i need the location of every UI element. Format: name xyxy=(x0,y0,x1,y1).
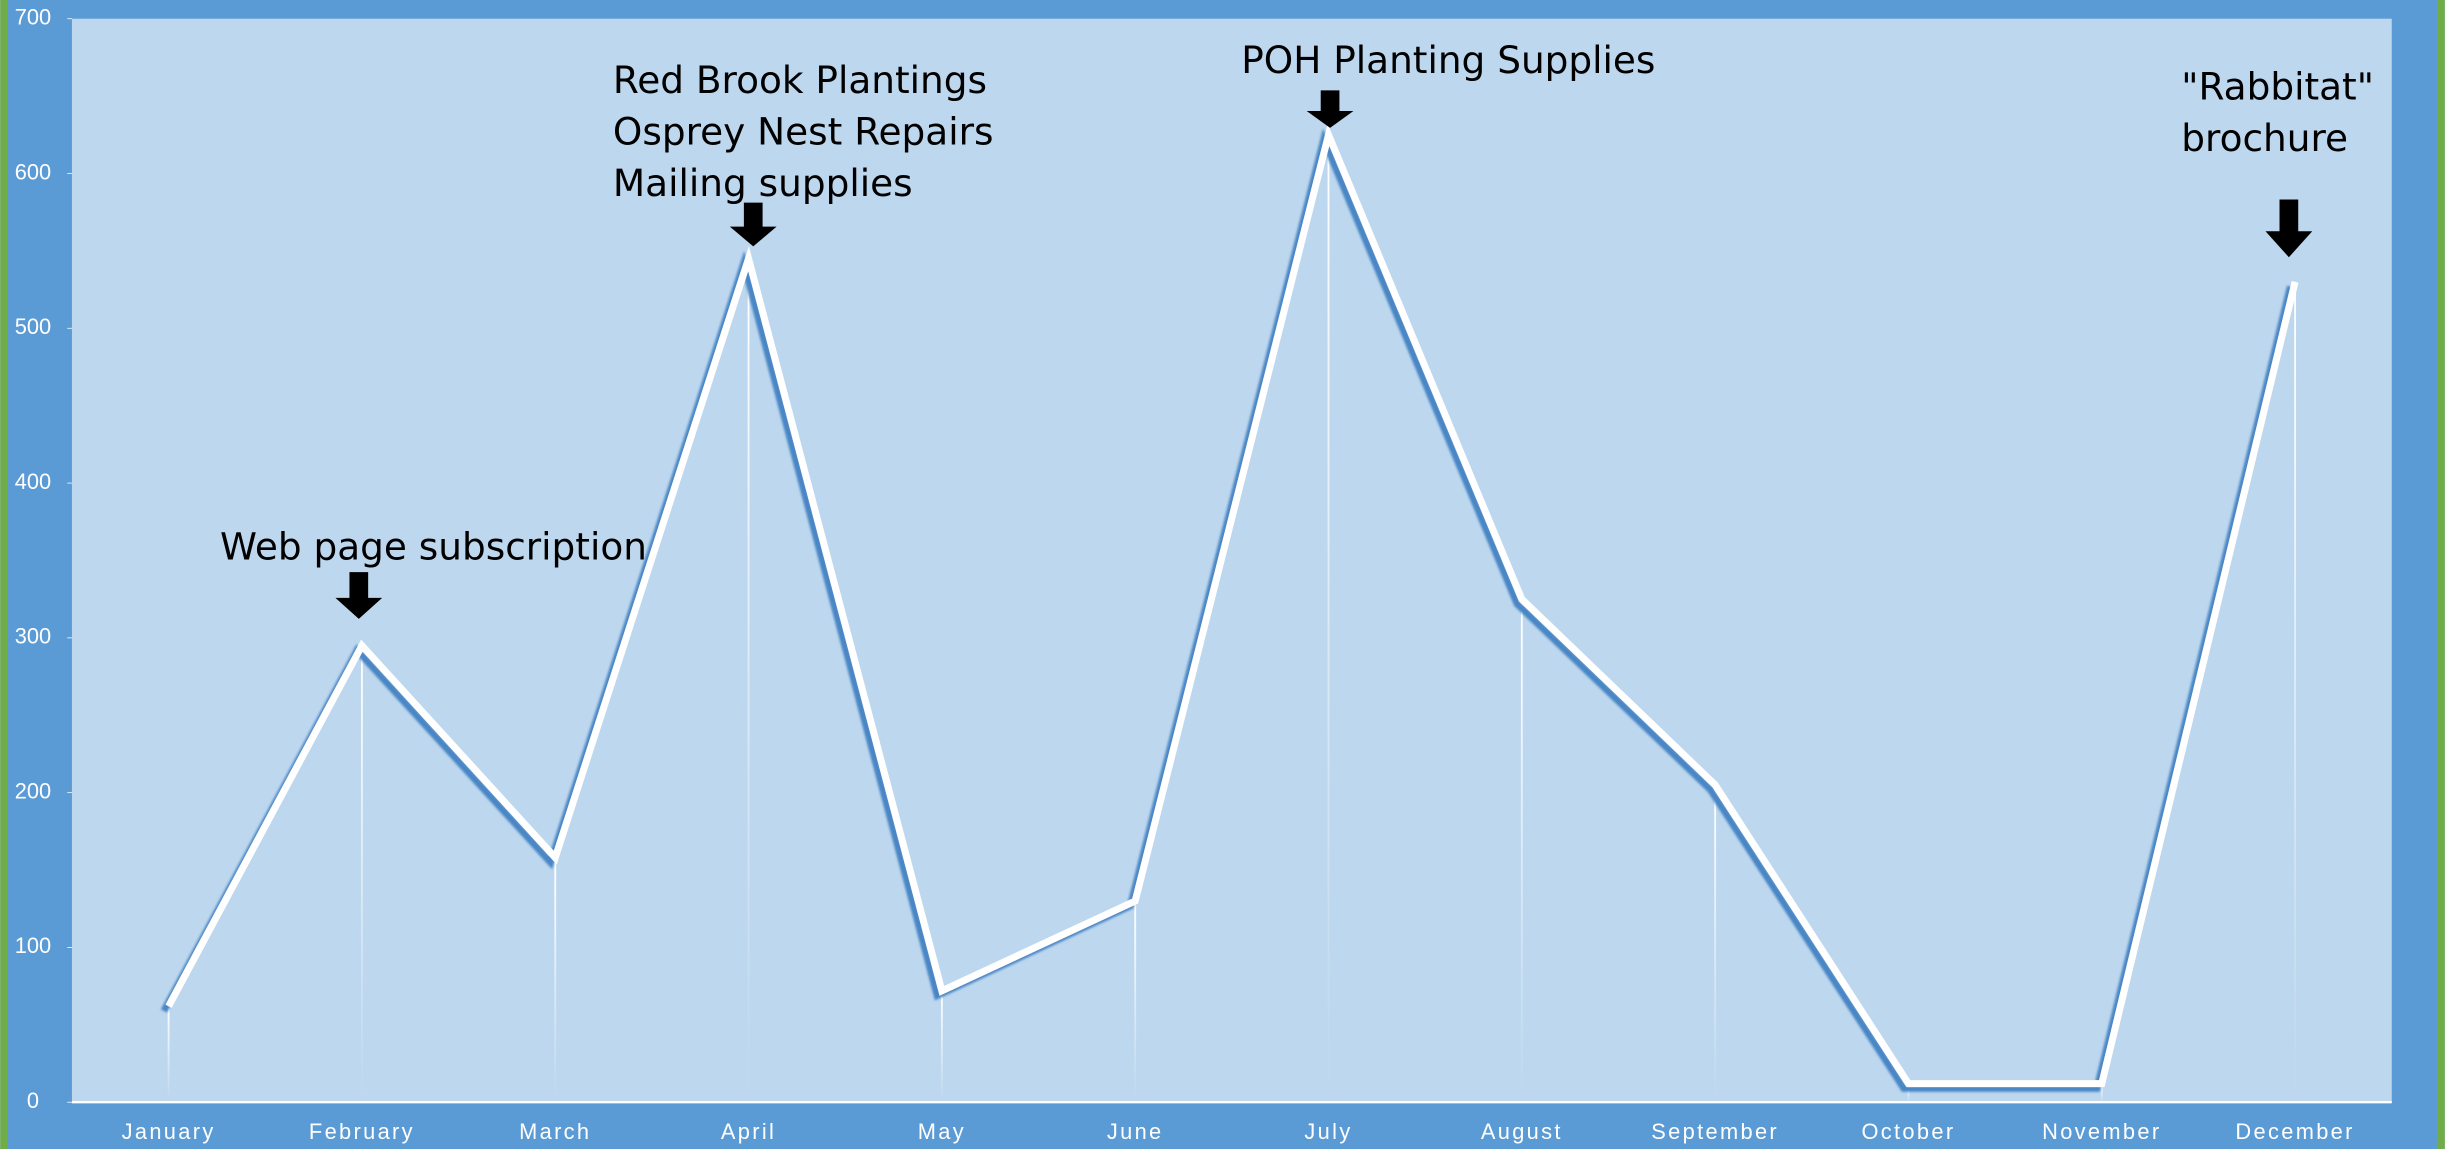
drop-line xyxy=(2100,1083,2103,1103)
annotation-arrow xyxy=(335,572,383,619)
plot-area xyxy=(71,18,2392,1103)
annotation: "Rabbitat" xyxy=(2181,64,2374,108)
x-tick-label: January xyxy=(122,1119,216,1144)
y-tick-label: 700 xyxy=(15,4,51,29)
x-tick-label: November xyxy=(2042,1119,2161,1144)
drop-line xyxy=(2294,281,2297,1103)
x-tick-label: May xyxy=(918,1119,966,1144)
annotation: Web page subscription xyxy=(220,524,647,568)
x-tick-label: August xyxy=(1481,1119,1563,1144)
x-tick-label: June xyxy=(1107,1119,1164,1144)
drop-line xyxy=(1907,1083,1910,1103)
drop-line xyxy=(1714,784,1717,1103)
x-tick-label: March xyxy=(519,1119,591,1144)
drop-line xyxy=(554,857,557,1103)
drop-line xyxy=(747,258,750,1103)
y-tick-label: 200 xyxy=(15,778,51,803)
x-tick-label: September xyxy=(1651,1119,1779,1144)
drop-line xyxy=(940,990,943,1103)
y-tick-label: 100 xyxy=(15,933,51,958)
drop-line xyxy=(1520,599,1523,1103)
x-tick-label: February xyxy=(309,1119,415,1144)
drop-line xyxy=(1327,134,1330,1103)
y-tick-label: 500 xyxy=(15,314,51,339)
annotation: POH Planting Supplies xyxy=(1241,38,1655,82)
edge xyxy=(2436,0,2445,1149)
edge xyxy=(0,0,9,1149)
annotation: Osprey Nest Repairs xyxy=(613,110,994,154)
annotation-arrow xyxy=(1306,90,1354,128)
y-tick-label: 0 xyxy=(27,1088,39,1113)
annotation: Mailing supplies xyxy=(613,161,913,205)
annotation-arrow xyxy=(2265,199,2313,258)
y-tick-label: 300 xyxy=(15,624,51,649)
drop-line xyxy=(167,1006,170,1103)
drop-line xyxy=(360,645,363,1103)
annotation-arrow xyxy=(729,202,777,247)
x-tick-label: December xyxy=(2235,1119,2354,1144)
x-tick-label: July xyxy=(1304,1119,1352,1144)
annotation: Red Brook Plantings xyxy=(613,58,987,102)
y-tick-label: 600 xyxy=(15,159,51,184)
y-tick-label: 400 xyxy=(15,469,51,494)
x-tick-label: April xyxy=(721,1119,776,1144)
drop-line xyxy=(1134,901,1137,1103)
annotation: brochure xyxy=(2181,116,2348,160)
x-tick-label: October xyxy=(1861,1119,1955,1144)
line xyxy=(165,123,2299,1088)
